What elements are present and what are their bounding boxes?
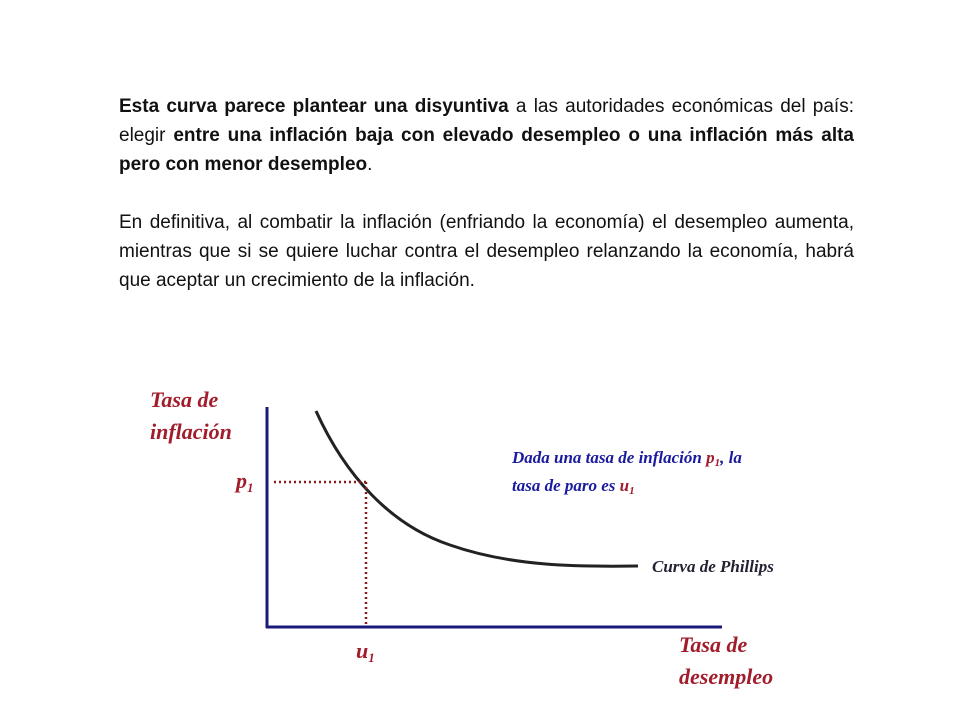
u1-label: u1 bbox=[356, 638, 375, 665]
y-axis-label-line-1: Tasa de bbox=[150, 387, 218, 412]
phillips-curve bbox=[314, 410, 639, 568]
paragraph-1-normal-2: . bbox=[367, 154, 373, 175]
paragraph-1-bold-2: entre una inflación baja con elevado des… bbox=[119, 125, 854, 175]
annotation-p: p bbox=[704, 448, 715, 467]
annotation-line-1-text: Dada una tasa de inflación bbox=[511, 448, 706, 467]
u1-label-letter: u bbox=[356, 638, 368, 663]
paragraph-2: En definitiva, al combatir la inflación … bbox=[119, 212, 854, 291]
p1-label-subscript: 1 bbox=[247, 480, 254, 495]
p1-label: p1 bbox=[234, 468, 254, 495]
x-axis-label-line-1: Tasa de bbox=[679, 632, 747, 657]
y-axis-label-line-2: inflación bbox=[150, 419, 232, 444]
annotation-line-2: tasa de paro es u1 bbox=[512, 476, 635, 497]
x-axis-label-line-2: desempleo bbox=[679, 664, 773, 689]
u1-label-subscript: 1 bbox=[368, 650, 375, 665]
annotation-line-1: Dada una tasa de inflación p1, la bbox=[511, 448, 742, 469]
paragraph-1: Esta curva parece plantear una disyuntiv… bbox=[119, 92, 854, 179]
curve-label: Curva de Phillips bbox=[652, 557, 774, 576]
annotation-line-1-end: , la bbox=[719, 448, 742, 467]
annotation-line-2-text: tasa de paro es bbox=[512, 476, 620, 495]
annotation-u-subscript: 1 bbox=[629, 485, 635, 497]
paragraph-1-bold-1: Esta curva parece plantear una disyuntiv… bbox=[119, 96, 509, 117]
text-block: Esta curva parece plantear una disyuntiv… bbox=[119, 92, 854, 295]
paragraph-1-normal-1: a las autoridades económicas del país: e… bbox=[119, 96, 854, 146]
annotation-u: u bbox=[620, 476, 629, 495]
annotation-p-subscript: 1 bbox=[715, 457, 721, 469]
p1-label-letter: p bbox=[234, 468, 247, 493]
